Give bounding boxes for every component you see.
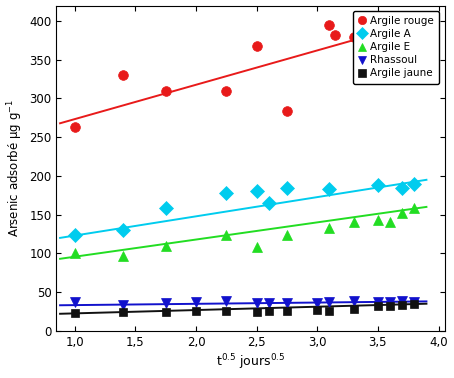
X-axis label: t$^{0.5}$ jours$^{0.5}$: t$^{0.5}$ jours$^{0.5}$ <box>216 353 285 372</box>
Legend: Argile rouge, Argile A, Argile E, Rhassoul, Argile jaune: Argile rouge, Argile A, Argile E, Rhasso… <box>353 11 439 84</box>
Y-axis label: Arsenic adsorbé μg g$^{-1}$: Arsenic adsorbé μg g$^{-1}$ <box>5 99 25 237</box>
